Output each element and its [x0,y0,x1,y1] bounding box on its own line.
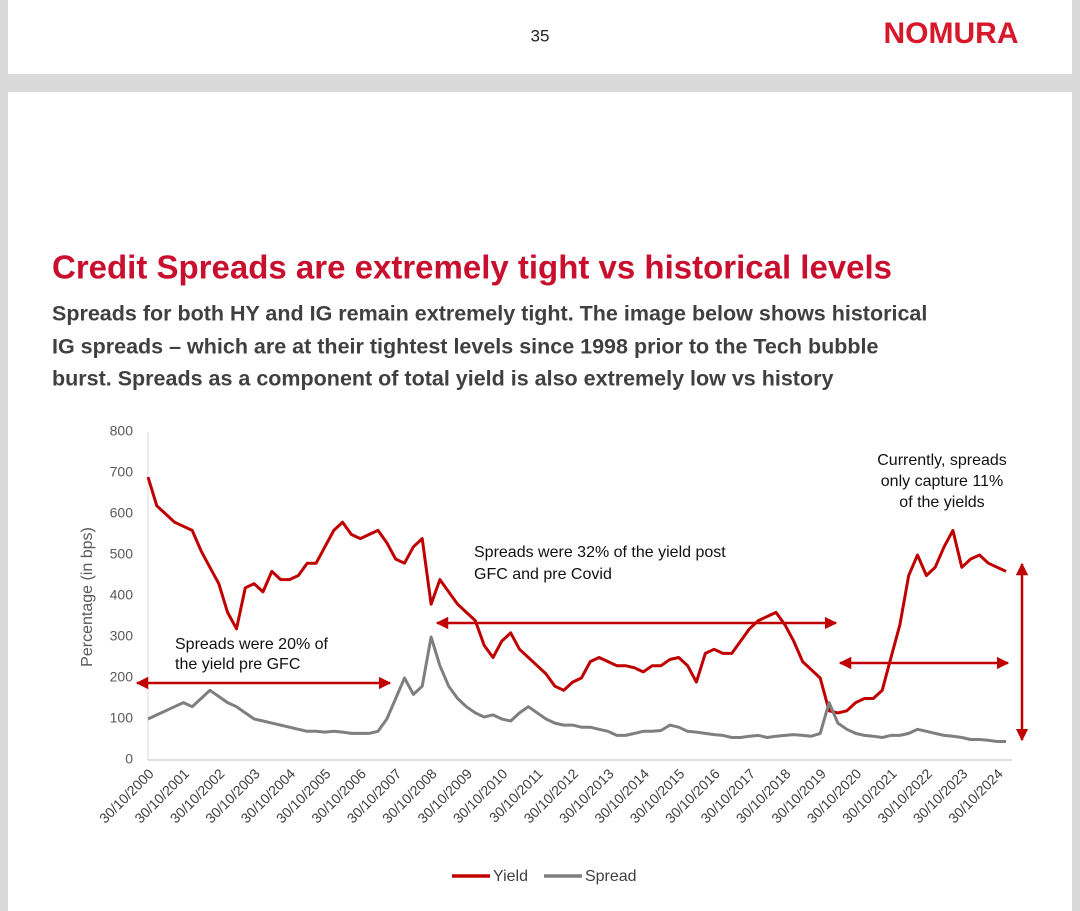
legend-label: Yield [493,868,528,885]
y-tick-label: 600 [110,505,134,521]
y-axis-label: Percentage (in bps) [79,527,96,667]
annotation: GFC and pre Covid [474,566,612,583]
page-number: 35 [531,26,550,45]
body-line: burst. Spreads as a component of total y… [52,367,833,391]
y-tick-label: 800 [110,423,134,439]
y-tick-label: 0 [125,751,133,767]
body-line: Spreads for both HY and IG remain extrem… [52,302,927,326]
y-tick-label: 400 [110,587,134,603]
series-line [146,476,1007,715]
annotation: Currently, spreads [877,452,1007,469]
annotation: Spreads were 32% of the yield post [474,544,726,561]
y-tick-label: 700 [110,464,134,480]
annotation: Spreads were 20% of [175,636,329,653]
y-tick-label: 500 [110,546,134,562]
logo: NOMURA [884,17,1019,50]
slide-title: Credit Spreads are extremely tight vs hi… [52,249,892,286]
plot [146,476,1007,743]
y-tick-label: 100 [110,710,134,726]
series-line [147,635,1006,743]
annotation: only capture 11% [881,473,1003,490]
annotation: the yield pre GFC [175,656,300,673]
slide-card [8,92,1072,911]
annotation: of the yields [899,494,984,511]
y-tick-label: 300 [110,628,134,644]
header-bar [8,0,1072,74]
y-tick-label: 200 [110,669,134,685]
legend-label: Spread [585,868,637,885]
body-line: IG spreads – which are at their tightest… [52,335,878,359]
